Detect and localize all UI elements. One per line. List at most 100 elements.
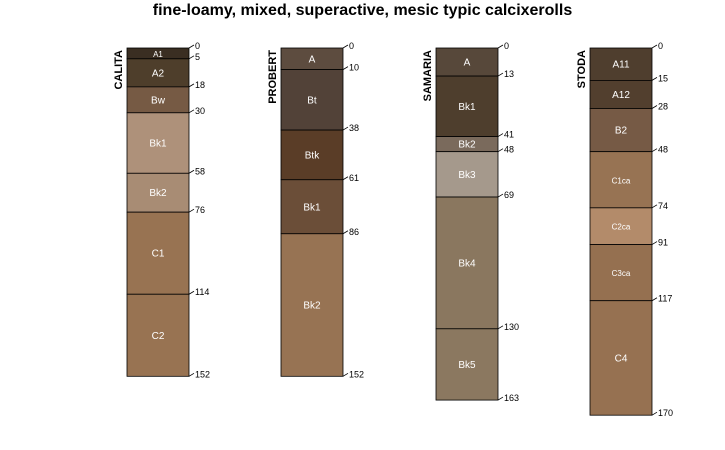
depth-tick [188,109,195,114]
horizon-calita-bw [126,86,190,114]
horizon-samaria-bk4 [435,196,499,330]
depth-label: 48 [658,145,668,155]
horizon-label: Bk1 [458,102,476,113]
horizon-stoda-b2 [589,108,653,153]
horizon-calita-c1 [126,211,190,295]
horizon-label: C2ca [612,223,631,232]
horizon-samaria-a [435,47,499,77]
horizon-label: C1 [152,249,165,260]
depth-tick [342,44,349,49]
depth-tick [342,176,349,181]
depth-label: 18 [195,80,205,90]
depth-tick [188,83,195,88]
depth-label: 114 [195,287,209,297]
horizon-label: Bt [307,95,317,106]
horizon-label: A11 [612,60,629,71]
horizon-label: C3ca [612,269,631,278]
depth-tick [651,77,658,81]
depth-tick [651,241,658,245]
horizon-label: Bk2 [303,301,321,312]
depth-tick [188,290,195,295]
depth-tick [497,325,504,330]
horizon-label: Bk1 [149,139,167,150]
horizon-samaria-bk1 [435,75,499,137]
depth-label: 0 [195,41,200,51]
horizon-label: Bk4 [458,258,476,269]
horizon-stoda-c2ca [589,207,653,245]
horizon-probert-bk1 [280,179,344,235]
profile-name-stoda: STODA [576,50,588,88]
horizon-label: A [464,58,471,69]
depth-tick [497,44,504,49]
depth-label: 0 [349,41,354,51]
depth-label: 15 [658,73,668,83]
horizon-stoda-c4 [589,300,653,416]
horizon-label: C4 [615,353,628,364]
horizon-stoda-a11 [589,47,653,81]
depth-label: 69 [504,190,514,200]
depth-label: 28 [658,101,668,111]
depth-label: 61 [349,173,359,183]
depth-tick [342,66,349,70]
profile-name-probert: PROBERT [267,50,279,104]
horizon-stoda-c1ca [589,151,653,209]
depth-tick [497,72,504,77]
depth-label: 152 [349,369,364,379]
horizon-label: Btk [305,150,320,161]
depth-tick [188,208,195,213]
depth-label: 5 [195,52,200,62]
depth-tick [188,372,195,377]
horizon-calita-a2 [126,58,190,88]
depth-tick [497,396,504,401]
depth-label: 170 [658,408,673,418]
horizon-calita-bk1 [126,112,190,174]
horizon-label: C2 [152,331,165,342]
depth-label: 74 [658,201,668,211]
horizon-label: Bk2 [458,140,476,151]
depth-label: 152 [195,369,210,379]
depth-tick [651,411,658,416]
depth-label: 130 [504,322,519,332]
depth-label: 13 [504,69,514,79]
depth-tick [188,44,195,49]
horizon-label: A [309,54,316,65]
horizon-probert-bk2 [280,233,344,377]
depth-label: 91 [658,238,668,248]
horizon-label: B2 [615,126,628,137]
depth-tick [342,372,349,377]
depth-label: 10 [349,63,359,73]
horizon-samaria-bk3 [435,151,499,198]
depth-tick [651,105,658,109]
depth-label: 48 [504,145,514,155]
depth-tick [188,169,195,174]
depth-label: 117 [658,294,672,304]
horizon-label: A2 [152,68,165,79]
horizon-label: A12 [612,90,630,101]
horizon-label: Bk3 [458,170,476,181]
depth-label: 38 [349,123,359,133]
horizon-label: Bw [151,95,166,106]
horizon-calita-bk2 [126,172,190,213]
depth-label: 0 [504,41,509,51]
depth-tick [497,148,504,153]
depth-tick [651,204,658,209]
horizon-stoda-c3ca [589,244,653,302]
depth-tick [342,126,349,131]
depth-tick [342,230,349,235]
depth-label: 86 [349,227,359,237]
horizon-label: Bk2 [149,188,167,199]
depth-tick [651,44,658,49]
depth-tick [651,148,658,153]
depth-label: 163 [504,393,519,403]
depth-label: 30 [195,106,205,116]
depth-label: 76 [195,205,205,215]
depth-tick [651,297,658,302]
depth-label: 58 [195,166,205,176]
figure-title: fine-loamy, mixed, superactive, mesic ty… [152,2,573,19]
horizon-label: C1ca [612,176,631,185]
depth-tick [497,133,504,137]
profile-name-calita: CALITA [113,50,125,90]
depth-tick [188,55,195,60]
depth-label: 41 [504,130,514,140]
